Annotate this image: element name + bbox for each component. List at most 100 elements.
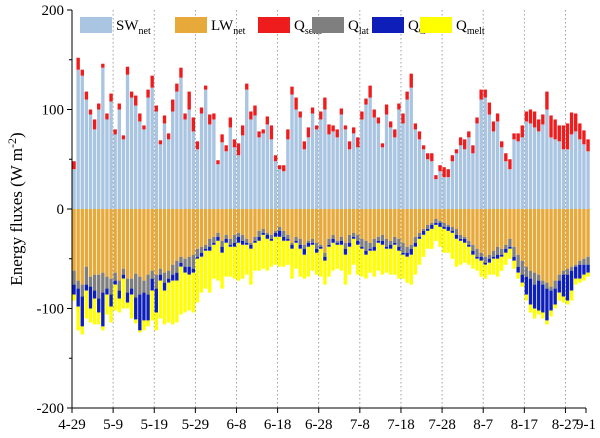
bar-qg bbox=[532, 284, 537, 309]
bar-qsens bbox=[195, 141, 200, 150]
bar-lw bbox=[557, 209, 561, 275]
bar-lw bbox=[80, 209, 84, 285]
bar-qmelt bbox=[458, 240, 463, 265]
bar-qmelt bbox=[541, 312, 545, 319]
bar-lw bbox=[199, 209, 204, 247]
bar-sw bbox=[187, 109, 191, 209]
bar-qmelt bbox=[76, 306, 80, 331]
bar-qsens bbox=[578, 123, 582, 140]
bar-qsens bbox=[269, 125, 274, 140]
bar-lw bbox=[171, 209, 175, 265]
bar-qsens bbox=[166, 133, 171, 140]
bar-qsens bbox=[314, 125, 319, 130]
bar-qmelt bbox=[121, 278, 126, 309]
legend-label-qmelt: Qmelt bbox=[456, 18, 485, 37]
bar-qmelt bbox=[487, 262, 492, 275]
bar-qg bbox=[158, 274, 163, 281]
bar-sw bbox=[393, 137, 397, 209]
bar-qlat bbox=[343, 242, 348, 249]
bar-sw bbox=[471, 153, 475, 209]
bar-qlat bbox=[586, 256, 590, 265]
bar-qg bbox=[203, 248, 208, 251]
bar-qg bbox=[561, 274, 566, 297]
bar-sw bbox=[142, 129, 146, 209]
bar-qmelt bbox=[253, 242, 257, 271]
bar-qg bbox=[175, 272, 179, 281]
bar-sw bbox=[569, 134, 574, 210]
bar-lw bbox=[561, 209, 566, 271]
bar-sw bbox=[549, 137, 553, 209]
bar-qg bbox=[495, 254, 500, 259]
bar-qlat bbox=[203, 244, 208, 249]
legend-label-sw: SWnet bbox=[116, 18, 151, 37]
bar-sw bbox=[524, 121, 529, 209]
bar-qg bbox=[368, 248, 372, 251]
bar-lw bbox=[154, 209, 158, 275]
bar-qmelt bbox=[323, 260, 327, 285]
bar-lw bbox=[578, 209, 582, 261]
bar-qsens bbox=[294, 97, 298, 110]
bar-qsens bbox=[232, 139, 237, 148]
bar-qlat bbox=[327, 238, 331, 245]
bar-sw bbox=[541, 124, 545, 209]
bar-qg bbox=[376, 240, 381, 243]
bar-sw bbox=[335, 137, 339, 209]
bar-qsens bbox=[458, 137, 463, 146]
bar-sw bbox=[442, 177, 446, 209]
bar-sw bbox=[356, 147, 360, 209]
bar-qlat bbox=[154, 274, 158, 289]
bar-qmelt bbox=[508, 248, 512, 259]
bar-qmelt bbox=[384, 248, 389, 273]
bar-qmelt bbox=[191, 272, 195, 313]
bar-sw bbox=[463, 149, 467, 209]
bar-qg bbox=[187, 266, 191, 275]
bar-qg bbox=[569, 270, 574, 291]
bar-qg bbox=[388, 244, 393, 249]
bar-qmelt bbox=[434, 224, 438, 241]
bar-qg bbox=[105, 288, 109, 295]
bar-sw bbox=[129, 97, 134, 209]
bar-qmelt bbox=[578, 278, 582, 283]
bar-qg bbox=[339, 240, 344, 245]
x-tick-label: 8-17 bbox=[511, 417, 539, 433]
bar-qsens bbox=[84, 91, 89, 100]
bar-qg bbox=[183, 266, 187, 273]
bar-qlat bbox=[454, 228, 459, 235]
axes: -200 -100 0 100 200 4-29 5-9 5-19 5-29 6-8 6-18 6-2… bbox=[37, 3, 597, 433]
bar-lw bbox=[574, 209, 578, 265]
bar-qsens bbox=[327, 124, 331, 135]
x-tick-label: 5-29 bbox=[182, 417, 210, 433]
bar-qsens bbox=[491, 121, 496, 132]
bar-qsens bbox=[409, 73, 413, 88]
bar-qlat bbox=[195, 248, 200, 257]
bar-qg bbox=[97, 298, 101, 313]
bar-qg bbox=[319, 246, 323, 249]
bar-qmelt bbox=[463, 242, 467, 263]
bar-qlat bbox=[80, 284, 84, 297]
x-tick-label: 6-18 bbox=[264, 417, 292, 433]
bar-qsens bbox=[438, 165, 442, 172]
bar-qmelt bbox=[405, 256, 409, 283]
bar-qmelt bbox=[491, 258, 496, 275]
bar-qlat bbox=[442, 222, 446, 227]
bar-qsens bbox=[446, 169, 450, 178]
bar-qg bbox=[516, 266, 520, 273]
bar-lw bbox=[84, 209, 89, 267]
bar-qg bbox=[541, 284, 545, 313]
bar-qsens bbox=[549, 115, 553, 138]
bar-sw bbox=[199, 113, 204, 209]
bar-qmelt bbox=[158, 280, 163, 319]
bar-sw bbox=[138, 121, 142, 209]
bar-qsens bbox=[101, 63, 105, 68]
bar-lw bbox=[306, 209, 311, 241]
bar-lw bbox=[397, 209, 401, 239]
bar-qsens bbox=[413, 123, 418, 130]
bar-sw bbox=[401, 123, 405, 209]
bar-qlat bbox=[113, 272, 117, 281]
bar-lw bbox=[356, 209, 360, 235]
bar-qmelt bbox=[586, 272, 590, 277]
legend-swatch-lw bbox=[175, 17, 207, 33]
bar-qlat bbox=[368, 242, 372, 249]
bar-qsens bbox=[356, 137, 360, 148]
legend-swatch-sw bbox=[80, 17, 112, 33]
